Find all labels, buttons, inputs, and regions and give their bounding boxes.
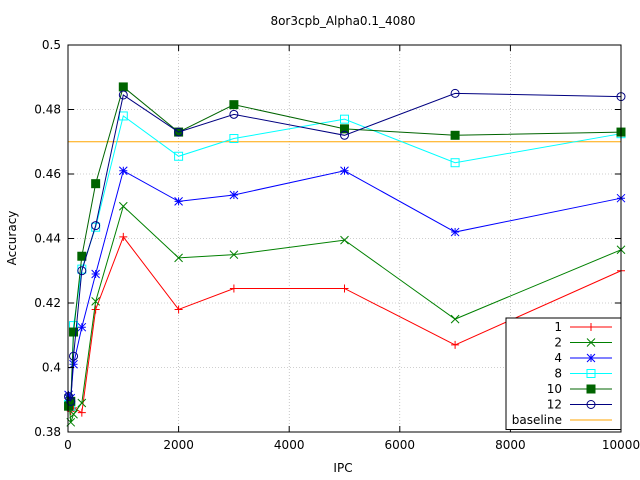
data-point-10 <box>340 124 349 134</box>
x-tick-label: 4000 <box>274 438 305 452</box>
data-point-4 <box>91 269 101 279</box>
legend-label-baseline: baseline <box>512 413 562 427</box>
y-tick-label: 0.4 <box>42 361 61 375</box>
data-point-8 <box>174 151 184 161</box>
data-point-1 <box>77 408 86 417</box>
data-point-2 <box>229 250 239 259</box>
data-point-10 <box>69 327 79 337</box>
series-2 <box>64 201 626 427</box>
data-point-1 <box>340 284 349 293</box>
data-point-10 <box>229 100 239 110</box>
data-point-4 <box>174 197 183 206</box>
series-12 <box>64 88 626 406</box>
y-axis-label: Accuracy <box>5 211 19 266</box>
y-tick-label: 0.38 <box>34 425 61 439</box>
legend-marker-8 <box>586 369 596 378</box>
legend-label-1: 1 <box>554 320 562 334</box>
y-tick-label: 0.5 <box>42 38 61 52</box>
y-tick-label: 0.42 <box>34 296 61 310</box>
data-point-2 <box>91 297 101 306</box>
data-point-12 <box>77 266 87 276</box>
data-point-8 <box>340 114 349 124</box>
data-point-10 <box>77 251 87 261</box>
legend-marker-10 <box>586 384 596 394</box>
data-point-2 <box>174 253 183 263</box>
data-point-2 <box>77 398 87 408</box>
x-tick-label: 0 <box>64 438 72 452</box>
data-point-4 <box>229 190 239 200</box>
data-point-12 <box>450 88 460 98</box>
data-point-12 <box>64 392 74 402</box>
data-point-1 <box>229 284 238 293</box>
data-point-10 <box>118 82 128 92</box>
data-point-1 <box>91 305 100 314</box>
data-point-4 <box>64 390 73 400</box>
y-tick-label: 0.46 <box>34 167 61 181</box>
legend-label-4: 4 <box>554 351 562 365</box>
data-point-4 <box>118 166 128 176</box>
series-layer <box>64 82 626 427</box>
data-point-4 <box>340 166 349 176</box>
data-point-12 <box>229 109 239 119</box>
x-tick-label: 8000 <box>495 438 526 452</box>
data-point-8 <box>450 158 460 168</box>
y-tick-label: 0.48 <box>34 103 61 117</box>
legend-label-10: 10 <box>547 382 562 396</box>
data-point-10 <box>91 179 101 189</box>
data-point-1 <box>119 232 128 241</box>
data-point-2 <box>118 201 128 211</box>
data-point-4 <box>450 227 460 237</box>
legend-label-8: 8 <box>554 367 562 381</box>
data-point-10 <box>450 130 460 140</box>
legend-marker-12 <box>586 400 596 409</box>
legend-label-2: 2 <box>554 336 562 350</box>
data-point-2 <box>340 235 349 245</box>
data-point-2 <box>69 409 78 419</box>
x-tick-label: 2000 <box>163 438 194 452</box>
legend-marker-4 <box>586 353 596 363</box>
data-point-1 <box>451 340 460 349</box>
data-point-8 <box>229 134 239 144</box>
x-tick-label: 10000 <box>602 438 640 452</box>
chart-title: 8or3cpb_Alpha0.1_4080 <box>270 14 415 28</box>
data-point-12 <box>174 127 184 137</box>
data-point-12 <box>69 351 79 361</box>
data-point-12 <box>66 396 76 406</box>
legend-label-12: 12 <box>547 398 562 412</box>
x-tick-label: 6000 <box>385 438 416 452</box>
legend-marker-1 <box>587 323 595 331</box>
data-point-12 <box>118 90 128 100</box>
data-point-4 <box>77 322 87 332</box>
data-point-12 <box>91 221 101 231</box>
x-axis-label: IPC <box>333 461 352 475</box>
legend-marker-2 <box>586 338 596 347</box>
data-point-12 <box>340 130 349 140</box>
y-tick-label: 0.44 <box>34 232 61 246</box>
data-point-1 <box>174 305 183 314</box>
data-point-2 <box>450 314 460 324</box>
series-line-12 <box>68 92 622 402</box>
